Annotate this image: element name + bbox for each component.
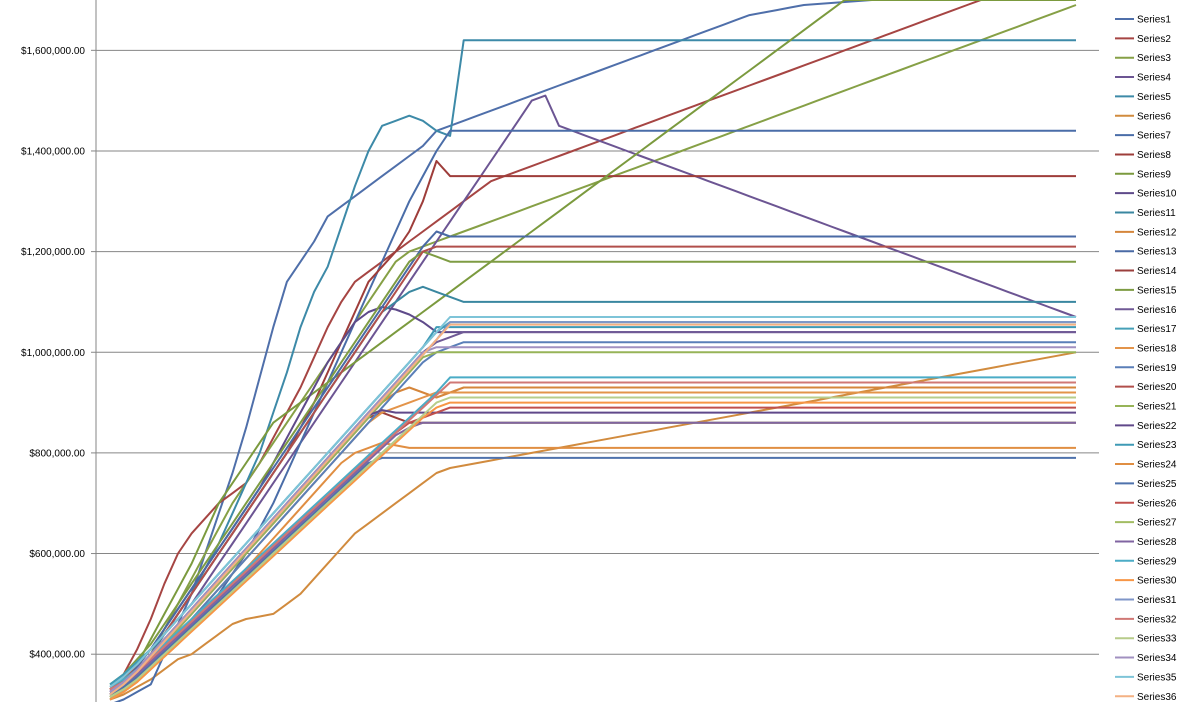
y-tick-label: $1,400,000.00 [21,146,85,157]
legend-label: Series8 [1137,150,1171,161]
legend-label: Series6 [1137,111,1171,122]
series-line-7 [109,129,1076,706]
y-tick-label: $1,200,000.00 [21,247,85,258]
legend-label: Series27 [1137,518,1177,529]
series-line-32 [109,381,1076,691]
legend-label: Series20 [1137,382,1177,393]
legend-label: Series22 [1137,421,1177,432]
y-tick-label: $1,600,000.00 [21,46,85,57]
legend-label: Series30 [1137,576,1177,587]
y-tick-label: $400,000.00 [29,650,85,661]
y-tick-label: $600,000.00 [29,549,85,560]
legend-label: Series25 [1137,479,1177,490]
series-line-1 [109,0,1076,698]
legend-label: Series4 [1137,73,1171,84]
legend-label: Series35 [1137,672,1177,683]
legend: Series1 Series2 Series3 Series4 Series5 Serie… [1115,15,1177,703]
legend-label: Series26 [1137,498,1177,509]
y-tick-label: $1,000,000.00 [21,348,85,359]
series-line-33 [109,396,1076,698]
legend-label: Series29 [1137,556,1177,567]
series-line-6 [109,351,1077,701]
legend-label: Series34 [1137,653,1177,664]
legend-label: Series31 [1137,595,1177,606]
series-line-36 [109,323,1076,696]
legend-label: Series12 [1137,227,1177,238]
series-line-34 [109,346,1076,693]
legend-label: Series9 [1137,169,1171,180]
series-line-28 [109,421,1076,693]
legend-label: Series28 [1137,537,1177,548]
series-line-20 [109,245,1076,691]
series-line-21 [109,351,1076,698]
y-tick-label: $800,000.00 [29,448,85,459]
legend-label: Series1 [1137,15,1171,26]
legend-label: Series36 [1137,692,1177,702]
legend-label: Series21 [1137,402,1177,413]
series-line-8 [109,160,1076,696]
legend-label: Series5 [1137,92,1171,103]
legend-label: Series7 [1137,131,1171,142]
series-line-29 [109,376,1076,688]
series-line-35 [109,316,1076,688]
series-lines [109,0,1077,706]
y-axis: $400,000.00 $600,000.00 $800,000.00 $1,000,… [21,0,97,702]
legend-label: Series11 [1137,208,1176,219]
series-line-23 [109,326,1076,686]
legend-label: Series10 [1137,189,1177,200]
legend-label: Series14 [1137,266,1177,277]
legend-label: Series2 [1137,34,1171,45]
legend-label: Series16 [1137,305,1177,316]
legend-label: Series17 [1137,324,1177,335]
legend-label: Series33 [1137,634,1177,645]
series-line-30 [109,401,1076,701]
legend-label: Series13 [1137,247,1177,258]
series-line-3 [109,4,1077,701]
series-line-2 [109,0,1076,691]
legend-label: Series15 [1137,285,1177,296]
legend-label: Series24 [1137,460,1177,471]
series-line-25 [109,456,1076,696]
series-line-15 [109,250,1076,686]
legend-label: Series23 [1137,440,1177,451]
legend-label: Series19 [1137,363,1177,374]
series-line-13 [109,230,1076,696]
series-line-11 [109,285,1076,701]
series-line-9 [109,0,1076,698]
series-line-4 [109,94,1077,696]
series-line-5 [109,39,1076,691]
series-line-19 [109,341,1076,701]
legend-label: Series3 [1137,53,1171,64]
legend-label: Series18 [1137,343,1177,354]
series-line-24 [109,441,1076,701]
legend-label: Series32 [1137,614,1177,625]
